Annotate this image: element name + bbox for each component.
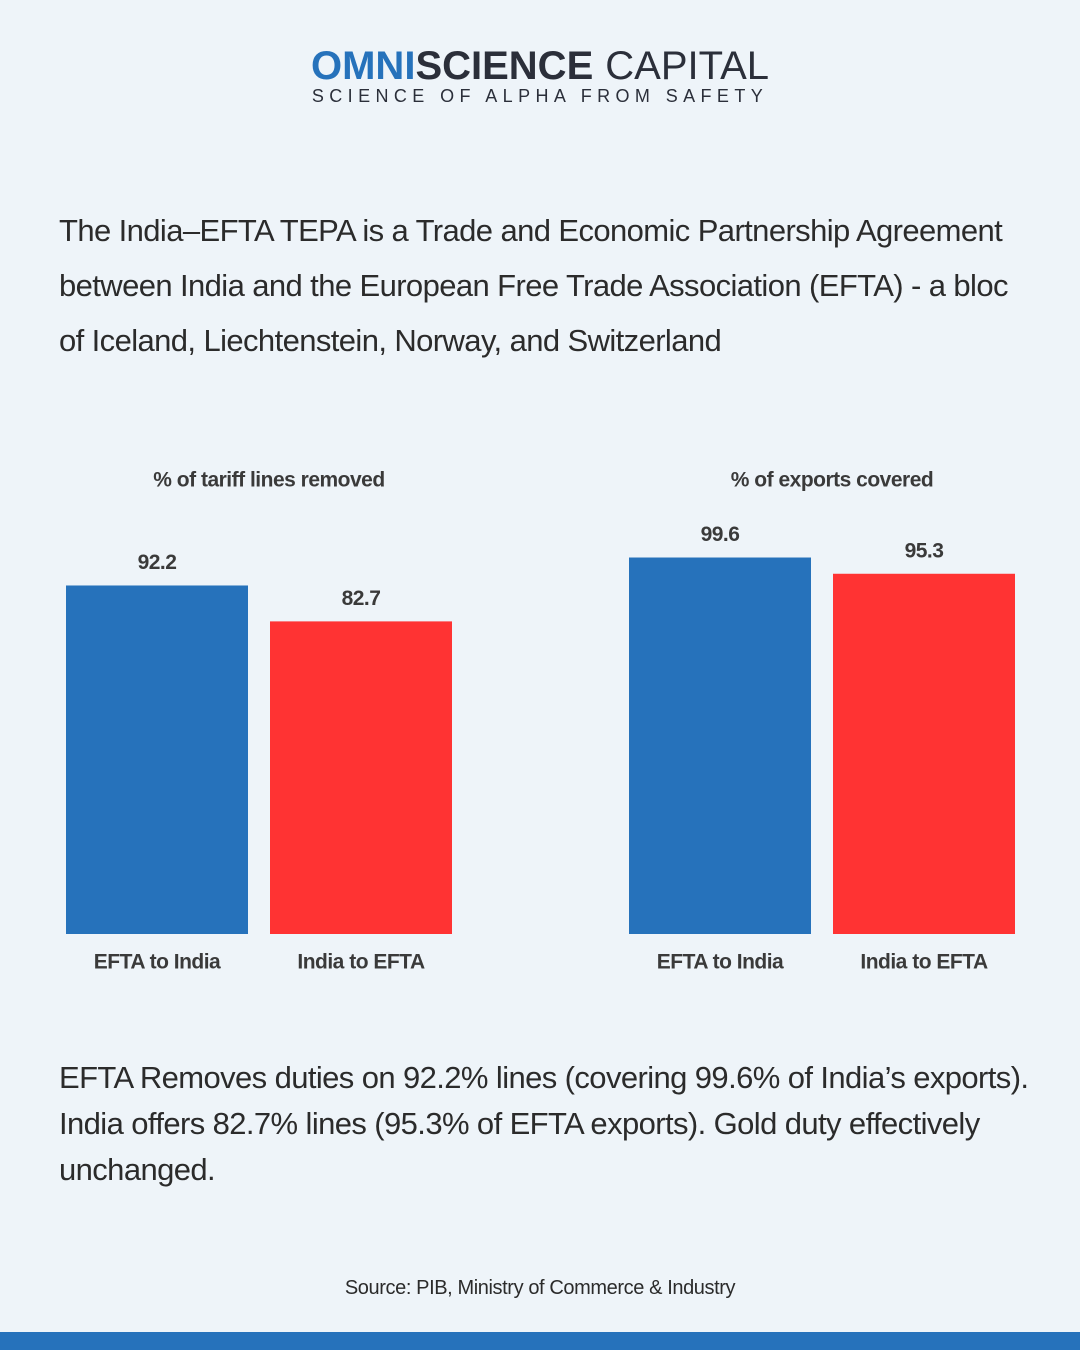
summary-text: EFTA Removes duties on 92.2% lines (cove… bbox=[59, 1060, 1029, 1187]
category-label: EFTA to India bbox=[94, 951, 221, 974]
brand-part: CAPITAL bbox=[605, 44, 769, 88]
value-label: 99.6 bbox=[701, 523, 740, 546]
bar bbox=[833, 573, 1015, 934]
bar bbox=[270, 621, 452, 934]
value-label: 95.3 bbox=[905, 539, 944, 562]
footer-bar bbox=[0, 1332, 1080, 1350]
brand-part: SCIENCE bbox=[415, 44, 594, 88]
category-label: EFTA to India bbox=[657, 951, 784, 974]
category-label: India to EFTA bbox=[297, 951, 425, 974]
source-note: Source: PIB, Ministry of Commerce & Indu… bbox=[344, 1277, 736, 1299]
value-label: 92.2 bbox=[138, 551, 177, 574]
value-label: 82.7 bbox=[342, 587, 381, 610]
bar bbox=[66, 585, 248, 934]
intro-text: The India–EFTA TEPA is a Trade and Econo… bbox=[59, 213, 1008, 358]
brand-part: OMNI bbox=[311, 44, 416, 88]
chart-title: % of exports covered bbox=[731, 469, 933, 492]
category-label: India to EFTA bbox=[860, 951, 988, 974]
chart-title: % of tariff lines removed bbox=[153, 469, 384, 492]
brand: OMNISCIENCE CAPITAL bbox=[0, 42, 1080, 90]
bar bbox=[629, 557, 811, 934]
tagline: SCIENCE OF ALPHA FROM SAFETY bbox=[311, 86, 769, 106]
